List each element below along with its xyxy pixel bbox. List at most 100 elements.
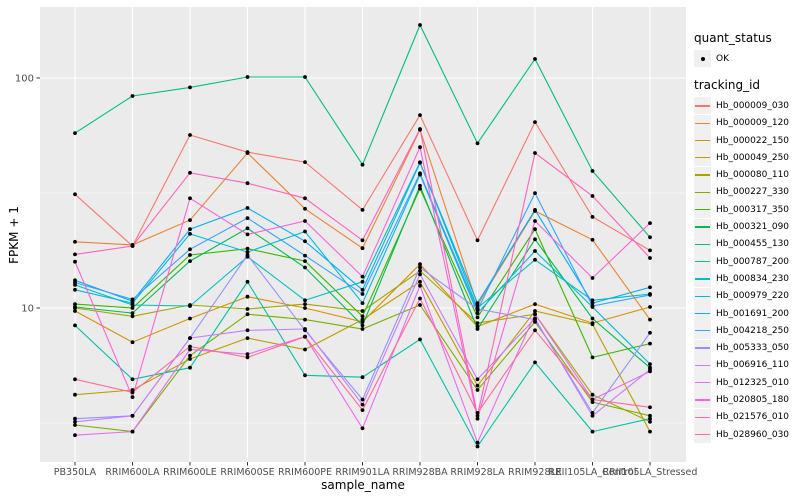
- data-point: [130, 413, 135, 418]
- x-tick-label: RRIM600PE: [278, 467, 332, 478]
- data-point: [360, 327, 365, 331]
- legend-label: Hb_000009_030: [716, 100, 790, 111]
- data-point: [188, 232, 192, 236]
- data-point: [590, 355, 595, 360]
- legend-item-Hb_000080_110: Hb_000080_110: [694, 166, 798, 184]
- data-point: [418, 171, 422, 176]
- quant-status-legend-title: quant_status: [694, 31, 772, 45]
- legend-item-Hb_020805_180: Hb_020805_180: [694, 391, 798, 409]
- legend-key: [694, 201, 711, 219]
- legend-label: Hb_000022_150: [716, 135, 790, 146]
- legend-label: Hb_000834_230: [716, 273, 790, 284]
- legend-key: [694, 356, 711, 374]
- legend-item-Hb_000834_230: Hb_000834_230: [694, 270, 798, 288]
- data-point: [303, 196, 307, 201]
- legend-key: [694, 114, 711, 132]
- data-point: [360, 314, 365, 319]
- legend-label: Hb_000049_250: [716, 152, 790, 163]
- data-point: [418, 23, 422, 27]
- data-point: [648, 317, 652, 322]
- data-point: [245, 206, 250, 210]
- legend-label: Hb_000080_110: [716, 170, 790, 181]
- data-point: [245, 307, 250, 311]
- line-swatch-icon: [695, 416, 710, 418]
- data-point: [73, 433, 77, 438]
- x-tick-label: RRIM600SE: [220, 467, 274, 478]
- data-point: [360, 375, 365, 380]
- legend-key: [694, 408, 711, 426]
- data-point: [130, 297, 135, 302]
- quant-status-legend: quant_status OK: [694, 31, 798, 68]
- data-point: [360, 287, 365, 292]
- y-axis-title: FPKM + 1: [7, 206, 21, 264]
- data-point: [303, 229, 307, 234]
- data-point: [475, 411, 480, 415]
- data-point: [188, 196, 192, 201]
- legend-key: [694, 253, 711, 271]
- legend-label: Hb_000317_350: [716, 204, 790, 215]
- line-swatch-icon: [695, 295, 710, 297]
- x-tick-label: RRIM901LA: [335, 467, 390, 478]
- data-point: [533, 120, 537, 124]
- data-point: [360, 323, 365, 328]
- legend-item-Hb_000455_130: Hb_000455_130: [694, 235, 798, 253]
- legend-item-Hb_021576_010: Hb_021576_010: [694, 408, 798, 426]
- legend-key: [694, 391, 711, 409]
- data-point: [590, 429, 595, 434]
- data-point: [73, 252, 77, 257]
- legend-item-Hb_000979_220: Hb_000979_220: [694, 287, 798, 305]
- data-point: [648, 369, 652, 374]
- data-point: [475, 238, 480, 243]
- data-point: [360, 309, 365, 313]
- legend-label: Hb_000321_090: [716, 222, 790, 233]
- data-point: [360, 317, 365, 322]
- data-point: [245, 355, 250, 360]
- data-point: [360, 208, 365, 212]
- legend-key: [694, 132, 711, 150]
- data-point: [303, 347, 307, 352]
- legend: quant_status OK tracking_id Hb_000009_03…: [694, 31, 798, 444]
- data-point: [73, 423, 77, 427]
- data-point: [533, 57, 537, 61]
- legend-item-Hb_012325_010: Hb_012325_010: [694, 374, 798, 392]
- line-swatch-icon: [695, 347, 710, 349]
- legend-item-Hb_001691_200: Hb_001691_200: [694, 305, 798, 322]
- data-point: [418, 186, 422, 191]
- legend-key: [694, 287, 711, 305]
- y-tick-label: 100: [15, 74, 34, 85]
- data-point: [360, 238, 365, 243]
- data-point: [590, 413, 595, 418]
- data-point: [130, 311, 135, 315]
- data-point: [648, 305, 652, 309]
- line-swatch-icon: [695, 209, 710, 211]
- data-point: [533, 302, 537, 306]
- data-point: [73, 416, 77, 421]
- legend-key: [694, 305, 711, 322]
- data-point: [73, 309, 77, 313]
- data-point: [73, 192, 77, 197]
- data-point: [73, 287, 77, 292]
- x-tick-label: RRIM928LA: [450, 467, 505, 478]
- data-point: [533, 191, 537, 196]
- data-point: [418, 127, 422, 131]
- data-point: [245, 75, 250, 79]
- data-point: [648, 362, 652, 366]
- data-point: [130, 395, 135, 399]
- data-point: [130, 390, 135, 395]
- line-swatch-icon: [695, 243, 710, 245]
- data-point: [303, 265, 307, 270]
- data-point: [188, 247, 192, 252]
- data-point: [590, 298, 595, 303]
- data-point: [245, 232, 250, 237]
- legend-label: Hb_004218_250: [716, 325, 790, 336]
- x-tick-label: RRIM928LE: [508, 467, 562, 478]
- y-tick-label: 10: [21, 304, 34, 315]
- data-point: [418, 265, 422, 270]
- x-tick-label: RRIM928BA: [392, 467, 448, 478]
- data-point: [418, 283, 422, 288]
- line-swatch-icon: [695, 399, 710, 401]
- data-point: [245, 246, 250, 251]
- data-point: [590, 304, 595, 308]
- data-point: [360, 301, 365, 305]
